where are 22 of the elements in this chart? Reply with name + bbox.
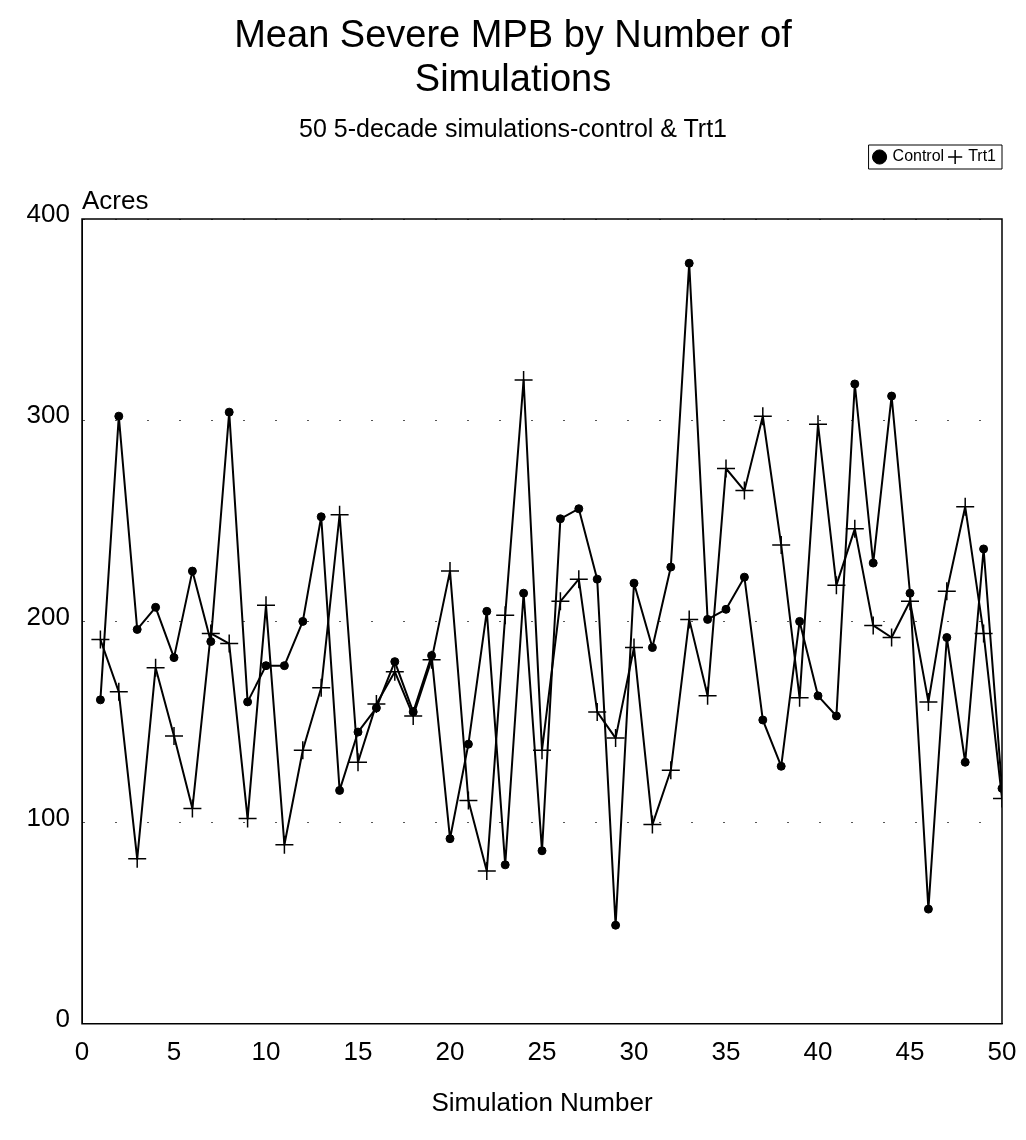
y-tick-label: 300 — [26, 399, 70, 430]
x-tick-label: 30 — [619, 1035, 649, 1066]
y-tick-label: 100 — [26, 801, 70, 832]
x-axis-title: Simulation Number — [431, 1086, 653, 1117]
x-tick-label: 40 — [803, 1035, 833, 1066]
chart-subtitle: 50 5-decade simulations-control & Trt1 — [298, 114, 728, 143]
x-tick-label: 50 — [987, 1035, 1017, 1066]
y-tick-label: 200 — [26, 600, 70, 631]
x-tick-label: 45 — [895, 1035, 925, 1066]
y-axis-title: Acres — [82, 185, 149, 216]
x-tick-label: 0 — [74, 1035, 90, 1066]
x-tick-label: 25 — [527, 1035, 557, 1066]
x-tick-label: 20 — [435, 1035, 465, 1066]
x-tick-label: 5 — [166, 1035, 182, 1066]
chart-title: Mean Severe MPB by Number of Simulations — [233, 12, 793, 100]
legend-label: Trt1 — [968, 147, 997, 165]
y-tick-label: 400 — [26, 198, 70, 229]
legend-label: Control — [892, 147, 945, 165]
x-tick-label: 15 — [343, 1035, 373, 1066]
y-tick-label: 0 — [55, 1002, 70, 1033]
x-tick-label: 10 — [251, 1035, 281, 1066]
x-tick-label: 35 — [711, 1035, 741, 1066]
